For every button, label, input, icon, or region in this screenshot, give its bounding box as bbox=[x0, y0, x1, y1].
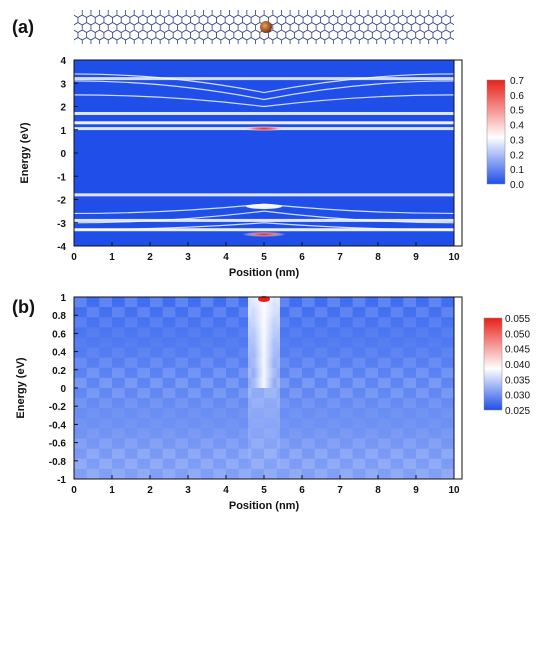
panel-b-heatmap bbox=[74, 296, 454, 479]
colorbar-tick-label: 0.4 bbox=[510, 121, 524, 132]
colorbar-tick-label: 0.055 bbox=[505, 314, 530, 325]
x-tick-label: 5 bbox=[261, 485, 267, 496]
x-tick-label: 10 bbox=[448, 485, 460, 496]
y-tick-label: 0 bbox=[60, 384, 66, 395]
colorbar-tick-label: 0.025 bbox=[505, 406, 530, 417]
y-tick-label: -1 bbox=[57, 172, 66, 183]
colorbar-tick-label: 0.5 bbox=[510, 106, 524, 117]
x-tick-label: 7 bbox=[337, 485, 343, 496]
x-tick-label: 4 bbox=[223, 485, 229, 496]
energy-band bbox=[74, 77, 454, 81]
panel-b-right-strip bbox=[453, 296, 463, 480]
panel-a-colorbar: 0.7 0.6 0.5 0.4 0.3 0.2 0.1 0.0 bbox=[486, 76, 524, 191]
energy-band bbox=[74, 228, 454, 232]
defect-state bbox=[246, 203, 282, 209]
defect-state bbox=[242, 231, 286, 237]
colorbar-tick-label: 0.2 bbox=[510, 150, 524, 161]
dispersion-curve bbox=[73, 80, 265, 101]
y-tick-label: 0.6 bbox=[52, 329, 66, 340]
colorbar-tick-label: 0.1 bbox=[510, 165, 524, 176]
y-tick-label: 4 bbox=[60, 56, 66, 67]
x-tick-label: 8 bbox=[375, 252, 381, 263]
energy-band bbox=[74, 121, 454, 125]
dispersion-curve bbox=[73, 94, 265, 108]
y-tick-label: 0.8 bbox=[52, 311, 66, 322]
y-tick-label: 0 bbox=[60, 149, 66, 160]
x-tick-label: 10 bbox=[448, 252, 460, 263]
y-tick-label: -0.6 bbox=[49, 439, 67, 450]
colorbar-tick-label: 0.7 bbox=[510, 76, 524, 87]
x-tick-label: 4 bbox=[223, 252, 229, 263]
x-tick-label: 9 bbox=[413, 252, 419, 263]
x-tick-label: 2 bbox=[147, 252, 153, 263]
y-tick-label: 0.4 bbox=[52, 348, 66, 359]
panel-a-heatmap bbox=[73, 60, 455, 246]
y-tick-label: 0.2 bbox=[52, 366, 66, 377]
dispersion-curve bbox=[73, 73, 265, 94]
dispersion-curve bbox=[263, 203, 455, 215]
colorbar-tick-label: 0.045 bbox=[505, 345, 530, 356]
dispersion-curve bbox=[263, 73, 455, 94]
x-tick-label: 1 bbox=[109, 252, 115, 263]
panel-b-ylabel: Energy (eV) bbox=[15, 357, 27, 418]
panel-a-label: (a) bbox=[12, 17, 34, 37]
y-tick-label: -3 bbox=[57, 219, 66, 230]
x-tick-label: 2 bbox=[147, 485, 153, 496]
colorbar-tick-label: 0.030 bbox=[505, 391, 530, 402]
x-tick-label: 3 bbox=[185, 252, 191, 263]
y-tick-label: 1 bbox=[60, 126, 66, 137]
dispersion-curve bbox=[73, 210, 265, 224]
nanotube-lattice bbox=[74, 10, 454, 44]
y-tick-label: -0.8 bbox=[49, 457, 67, 468]
y-tick-label: -0.4 bbox=[49, 420, 67, 431]
colorbar-tick-label: 0.6 bbox=[510, 91, 524, 102]
defect-state bbox=[242, 126, 286, 132]
colorbar-tick-label: 0.0 bbox=[510, 180, 524, 191]
x-tick-label: 3 bbox=[185, 485, 191, 496]
dopant-atom bbox=[260, 21, 272, 33]
panel-a-right-strip bbox=[453, 59, 463, 247]
panel-b-xlabel: Position (nm) bbox=[229, 500, 300, 512]
dispersion-curve bbox=[263, 222, 455, 231]
y-tick-label: -4 bbox=[57, 242, 66, 253]
dispersion-curve bbox=[73, 222, 265, 231]
colorbar-tick-label: 0.3 bbox=[510, 135, 524, 146]
y-tick-label: 1 bbox=[60, 293, 66, 304]
colorbar-tick-label: 0.035 bbox=[505, 375, 530, 386]
energy-band bbox=[74, 111, 454, 115]
y-tick-label: -0.2 bbox=[49, 402, 67, 413]
y-tick-label: 2 bbox=[60, 103, 66, 114]
dispersion-curve bbox=[263, 94, 455, 108]
x-tick-label: 6 bbox=[299, 485, 305, 496]
y-tick-label: -1 bbox=[57, 475, 66, 486]
x-tick-label: 7 bbox=[337, 252, 343, 263]
dispersion-curve bbox=[73, 203, 265, 215]
x-tick-label: 1 bbox=[109, 485, 115, 496]
x-tick-label: 8 bbox=[375, 485, 381, 496]
y-tick-label: 3 bbox=[60, 79, 66, 90]
x-tick-label: 0 bbox=[71, 485, 77, 496]
colorbar-tick-label: 0.050 bbox=[505, 329, 530, 340]
x-tick-label: 9 bbox=[413, 485, 419, 496]
x-tick-label: 6 bbox=[299, 252, 305, 263]
dispersion-curve bbox=[263, 80, 455, 101]
x-tick-label: 0 bbox=[71, 252, 77, 263]
panel-a-ylabel: Energy (eV) bbox=[19, 122, 31, 183]
panel-a-xlabel: Position (nm) bbox=[229, 267, 300, 279]
y-tick-label: -2 bbox=[57, 196, 66, 207]
panel-b-colorbar: 0.055 0.050 0.045 0.040 0.035 0.030 0.025 bbox=[483, 314, 530, 417]
energy-band bbox=[74, 193, 454, 197]
energy-band bbox=[74, 218, 454, 222]
panel-b-axes: 0 1 2 3 4 5 6 7 8 9 10 1 0.8 0.6 0.4 0.2 0 -0.2 -0.4 -0.6 -0… bbox=[49, 293, 460, 496]
colorbar-tick-label: 0.040 bbox=[505, 360, 530, 371]
dispersion-curve bbox=[263, 210, 455, 224]
panel-b-label: (b) bbox=[12, 297, 35, 317]
x-tick-label: 5 bbox=[261, 252, 267, 263]
